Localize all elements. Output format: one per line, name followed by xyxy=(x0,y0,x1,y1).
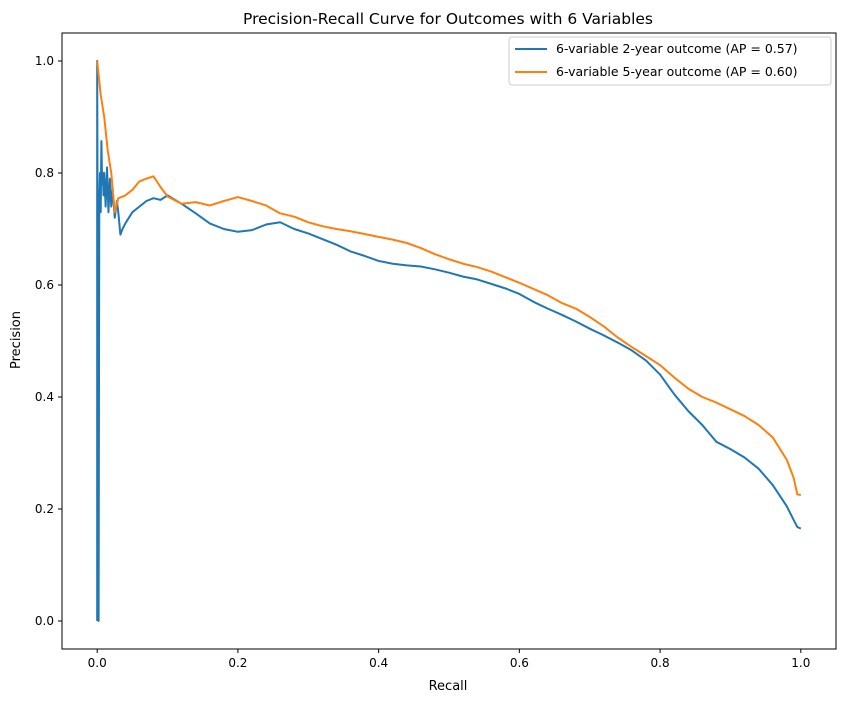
series-group xyxy=(96,60,802,622)
plot-frame xyxy=(61,32,837,650)
legend-label-5-year: 6-variable 5-year outcome (AP = 0.60) xyxy=(556,64,798,79)
y-tick-label: 0.4 xyxy=(35,390,54,404)
x-axis-label: Recall xyxy=(429,679,468,694)
axes-group: 0.0 0.2 0.4 0.6 0.8 1.0 0.0 0.2 0.4 0.6 0.8 1.0 xyxy=(35,32,837,670)
y-tick-label: 0.8 xyxy=(35,166,54,180)
series-line-2-year xyxy=(96,60,802,622)
y-tick-label: 0.2 xyxy=(35,502,54,516)
x-tick-label: 0.4 xyxy=(369,656,388,670)
y-tick-label: 0.6 xyxy=(35,278,54,292)
legend-frame xyxy=(508,36,832,86)
x-tick-label: 1.0 xyxy=(791,656,810,670)
chart-title: Precision-Recall Curve for Outcomes with… xyxy=(243,10,653,28)
y-axis-label: Precision xyxy=(9,311,24,369)
x-tick-label: 0.0 xyxy=(88,656,107,670)
y-tick-label: 1.0 xyxy=(35,54,54,68)
y-tick-label: 0.0 xyxy=(35,614,54,628)
legend-label-2-year: 6-variable 2-year outcome (AP = 0.57) xyxy=(556,41,798,56)
legend: 6-variable 2-year outcome (AP = 0.57) 6-… xyxy=(508,36,832,86)
x-tick-label: 0.8 xyxy=(651,656,670,670)
x-tick-label: 0.2 xyxy=(228,656,247,670)
series-line-5-year xyxy=(96,60,801,496)
x-tick-label: 0.6 xyxy=(510,656,529,670)
